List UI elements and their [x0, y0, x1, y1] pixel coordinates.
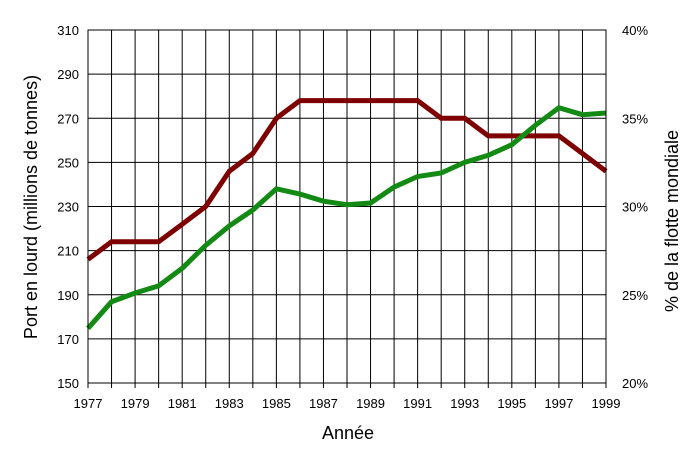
x-tick-label: 1981	[168, 396, 197, 411]
x-tick-label: 1991	[403, 396, 432, 411]
y-right-tick-label: 35%	[622, 111, 648, 126]
y-right-tick-label: 25%	[622, 288, 648, 303]
y-axis-right-title: % de la flotte mondiale	[662, 130, 682, 312]
series-line-world-share	[86, 104, 607, 330]
x-tick-label: 1987	[309, 396, 338, 411]
y-left-tick-label: 270	[57, 111, 79, 126]
y-left-tick-label: 230	[57, 200, 79, 215]
y-left-tick-label: 310	[57, 23, 79, 38]
plot-frame	[87, 29, 607, 384]
y-left-tick-label: 290	[57, 67, 79, 82]
x-tick-label: 1983	[215, 396, 244, 411]
x-tick-label: 1985	[262, 396, 291, 411]
x-tick-label: 1995	[497, 396, 526, 411]
x-tick-label: 1977	[74, 396, 103, 411]
y-left-tick-label: 250	[57, 155, 79, 170]
y-left-tick-label: 210	[57, 244, 79, 259]
y-right-tick-label: 20%	[622, 376, 648, 391]
x-axis-title: Année	[322, 423, 374, 443]
series-lines	[86, 98, 608, 330]
x-tick-label: 1999	[592, 396, 621, 411]
y-axis-left-title: Port en lourd (millions de tonnes)	[21, 75, 41, 339]
y-left-tick-label: 170	[57, 332, 79, 347]
x-tick-label: 1997	[544, 396, 573, 411]
x-tick-label: 1979	[121, 396, 150, 411]
y-left-tick-label: 190	[57, 288, 79, 303]
y-right-tick-label: 40%	[622, 23, 648, 38]
tick-labels: 150 170 190 210 230 250 270 290 310 20% 25% 30% 35% 4…	[57, 23, 648, 411]
x-tick-label: 1989	[356, 396, 385, 411]
x-tick-label: 1993	[450, 396, 479, 411]
y-left-tick-label: 150	[57, 376, 79, 391]
y-right-tick-label: 30%	[622, 200, 648, 215]
